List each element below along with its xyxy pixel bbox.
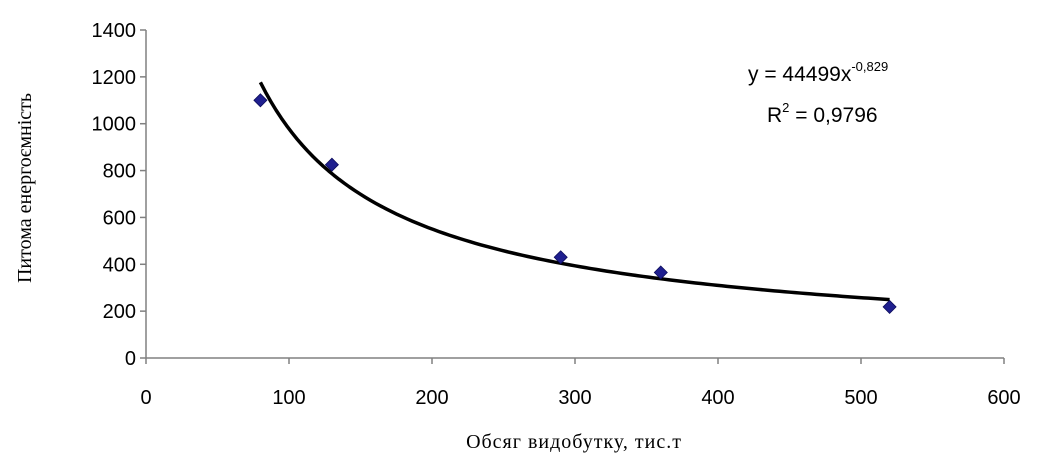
y-tick-label: 1200 <box>92 67 137 89</box>
x-tick-label: 100 <box>272 387 305 409</box>
x-tick-label: 400 <box>701 387 734 409</box>
y-tick-label: 800 <box>103 161 136 183</box>
axes <box>145 30 1004 359</box>
y-tick-label: 200 <box>103 301 136 323</box>
data-point-marker <box>653 265 668 280</box>
y-tick-label: 600 <box>103 207 136 229</box>
x-axis-label: Обсяг видобутку, тис.т <box>466 431 682 453</box>
x-tick-label: 200 <box>415 387 448 409</box>
data-point-marker <box>324 157 339 172</box>
x-tick-label: 0 <box>140 387 151 409</box>
x-tick-label: 500 <box>844 387 877 409</box>
r2-value: = 0,9796 <box>789 104 877 127</box>
equation-exponent: -0,829 <box>851 59 888 74</box>
r2-exponent: 2 <box>782 100 789 115</box>
data-point-marker <box>553 250 568 265</box>
equation-main: y = 44499x <box>748 63 852 86</box>
x-axis-ticks: 0 100 200 300 400 500 600 <box>140 358 1021 409</box>
trendline-equation: y = 44499x-0,829 <box>748 59 888 86</box>
r-squared-label: R2 = 0,9796 <box>767 100 878 127</box>
y-tick-label: 0 <box>125 348 136 370</box>
y-axis-ticks: 0 200 400 600 800 1000 1200 1400 <box>92 20 146 370</box>
y-tick-label: 1400 <box>92 20 137 42</box>
x-tick-label: 300 <box>558 387 591 409</box>
data-point-marker <box>253 93 268 108</box>
data-points <box>253 93 897 314</box>
y-tick-label: 400 <box>103 254 136 276</box>
y-tick-label: 1000 <box>92 114 137 136</box>
r2-symbol: R <box>767 104 782 127</box>
x-tick-label: 600 <box>987 387 1020 409</box>
data-point-marker <box>882 299 897 314</box>
trendline-curve <box>258 81 890 302</box>
y-axis-label: Питома енергоємність <box>14 93 36 283</box>
